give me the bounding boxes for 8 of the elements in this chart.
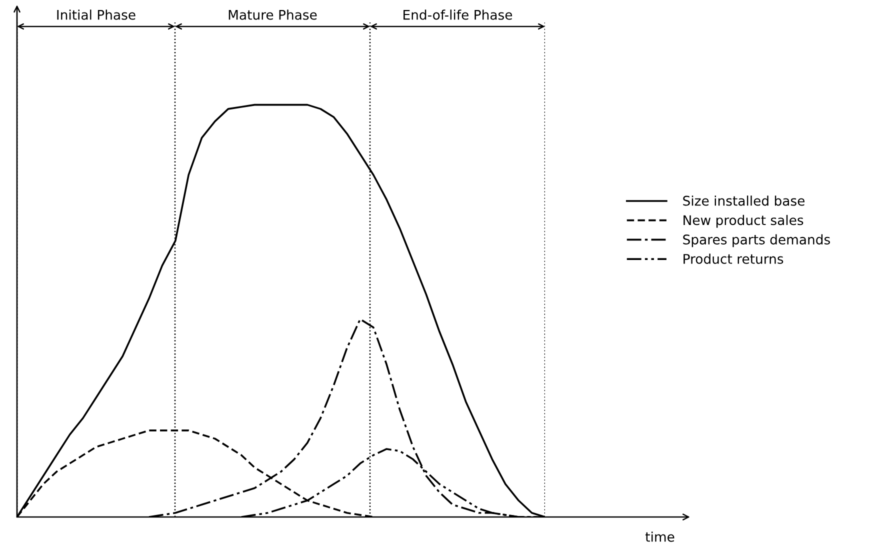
text: Mature Phase: [228, 10, 317, 20]
legend-label: New product sales: [684, 214, 804, 228]
legend-label: Product returns: [684, 254, 784, 264]
text: Initial Phase: [57, 10, 136, 20]
text: time: [645, 532, 674, 542]
legend-label: Spares parts demands: [683, 234, 830, 248]
legend-label: Size installed base: [683, 196, 804, 206]
text: End-of-life Phase: [404, 10, 512, 20]
